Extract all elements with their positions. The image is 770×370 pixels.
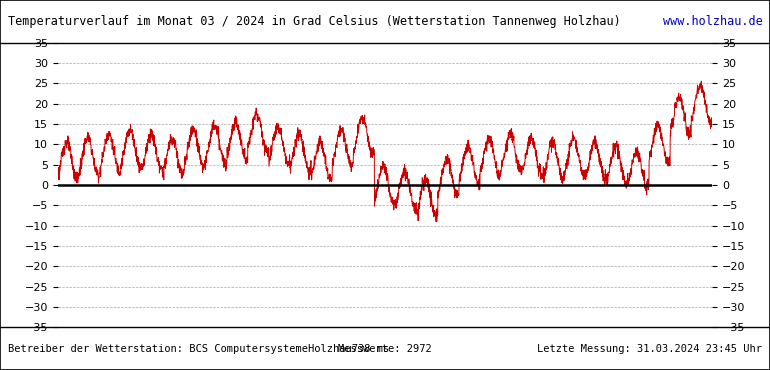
Text: Letzte Messung: 31.03.2024 23:45 Uhr: Letzte Messung: 31.03.2024 23:45 Uhr [537,344,762,354]
Text: Temperaturverlauf im Monat 03 / 2024 in Grad Celsius (Wetterstation Tannenweg Ho: Temperaturverlauf im Monat 03 / 2024 in … [8,15,621,28]
Text: www.holzhau.de: www.holzhau.de [662,15,762,28]
Text: Betreiber der Wetterstation: BCS ComputersystemeHolzhau738 ms: Betreiber der Wetterstation: BCS Compute… [8,344,389,354]
Text: Messwerte: 2972: Messwerte: 2972 [338,344,432,354]
